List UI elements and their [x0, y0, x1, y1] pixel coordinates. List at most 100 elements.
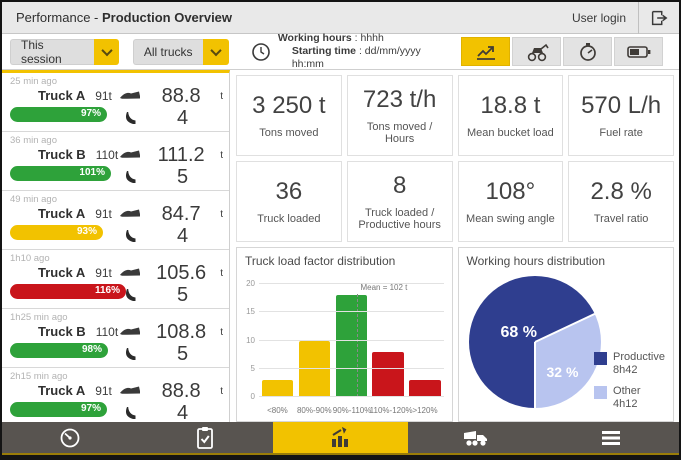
kpi-value: 723 t/h [362, 86, 437, 113]
truck-list-item[interactable]: 49 min ago Truck A 91t 93% 84.7 t 4 [2, 191, 229, 250]
menu-icon [600, 429, 622, 447]
y-tick-label: 10 [246, 335, 255, 345]
kpi-label: Mean bucket load [466, 127, 554, 139]
truck-load-bar: 116% [10, 284, 126, 299]
bucket-icon [118, 111, 142, 126]
session-dropdown-button[interactable] [94, 38, 119, 65]
legend-label: Productive 8h42 [613, 351, 665, 376]
kpi-card: 570 L/h Fuel rate [568, 75, 674, 156]
session-dropdown[interactable]: This session [10, 38, 119, 66]
mean-line [356, 294, 358, 397]
truck-capacity: 91t [95, 88, 112, 103]
bucket-icon [118, 229, 142, 244]
truck-load-percent: 97% [80, 108, 101, 119]
truck-load-percent: 116% [94, 285, 120, 296]
kpi-card: 108° Mean swing angle [457, 161, 564, 242]
truck-time-ago: 49 min ago [10, 194, 58, 205]
gridline [259, 396, 444, 397]
x-tick-label: >120% [412, 406, 438, 415]
bucket-count: 5 [176, 342, 189, 365]
bucket-count: 5 [176, 283, 189, 306]
truck-name: Truck A [38, 88, 86, 103]
kpi-value: 108° [485, 178, 536, 205]
truck-list-item[interactable]: 1h10 ago Truck A 91t 116% 105.6 t 5 [2, 250, 229, 309]
nav-tab-checklist[interactable] [137, 422, 272, 453]
truck-time-ago: 1h10 ago [10, 253, 50, 264]
x-tick-label: 110%-120% [369, 406, 413, 415]
y-tick-label: 15 [246, 307, 255, 317]
excavator-view-button[interactable] [512, 37, 561, 66]
truck-load-unit: t [220, 326, 223, 338]
bucket-icon [118, 170, 142, 185]
truck-load-unit: t [220, 208, 223, 220]
truck-load-bar: 97% [10, 107, 107, 122]
bar [409, 380, 441, 397]
truck-load-percent: 98% [81, 344, 102, 355]
truck-load-value: 88.8 [161, 379, 201, 402]
truck-load-bar: 101% [10, 166, 111, 181]
nav-tab-menu[interactable] [544, 422, 679, 453]
truck-list: 25 min ago Truck A 91t 97% 88.8 t 4 [2, 70, 230, 422]
kpi-value: 3 250 t [252, 92, 326, 119]
truck-capacity: 110t [95, 324, 119, 339]
starting-time-line: Starting time : dd/mm/yyyy hh:mm [291, 45, 421, 70]
stopwatch-icon [578, 42, 598, 62]
haul-truck-icon [118, 149, 142, 161]
y-tick-label: 0 [250, 392, 255, 401]
filter-bar: This session All trucks Working hours : … [2, 32, 679, 70]
trucks-dropdown-value: All trucks [132, 38, 203, 65]
truck-list-item[interactable]: 25 min ago Truck A 91t 97% 88.8 t 4 [2, 73, 229, 132]
truck-load-value: 105.6 [156, 261, 207, 284]
kpi-value: 36 [275, 178, 303, 205]
nav-tab-trucks[interactable] [408, 422, 543, 453]
x-tick-label: 80%-90% [296, 406, 332, 415]
bucket-count: 4 [176, 106, 189, 129]
truck-list-item[interactable]: 36 min ago Truck B 110t 101% 111.2 t 5 [2, 132, 229, 191]
dump-truck-icon [462, 427, 490, 449]
session-dropdown-value: This session [10, 38, 95, 66]
truck-load-value: 88.8 [161, 84, 201, 107]
checklist-icon [195, 426, 215, 450]
truck-load-factor-chart: Truck load factor distribution Mean = 10… [236, 247, 453, 422]
truck-time-ago: 2h15 min ago [10, 371, 68, 382]
truck-list-item[interactable]: 2h15 min ago Truck A 91t 97% 88.8 t 4 [2, 368, 229, 422]
truck-load-unit: t [220, 385, 223, 397]
excavator-icon [524, 42, 550, 62]
kpi-label: Truck loaded [257, 213, 321, 225]
haul-truck-icon [118, 90, 142, 102]
truck-list-item[interactable]: 1h25 min ago Truck B 110t 98% 108.8 t 5 [2, 309, 229, 368]
kpi-card: 2.8 % Travel ratio [568, 161, 674, 242]
trucks-dropdown[interactable]: All trucks [132, 38, 229, 65]
kpi-label: Mean swing angle [466, 213, 555, 225]
bucket-count: 4 [176, 401, 189, 423]
user-login-button[interactable]: User login [571, 10, 626, 25]
truck-name: Truck A [38, 206, 86, 221]
legend-swatch [594, 352, 608, 365]
gridline [259, 283, 444, 284]
page-title: Performance - Production Overview [16, 10, 233, 25]
kpi-card: 8 Truck loaded / Productive hours [346, 161, 453, 242]
bucket-count: 4 [176, 224, 189, 247]
bucket-icon [118, 347, 142, 362]
bar [261, 380, 294, 397]
legend-label: Other 4h12 [613, 385, 641, 410]
truck-load-percent: 93% [76, 226, 97, 237]
battery-view-button[interactable] [614, 37, 663, 66]
line-chart-view-button[interactable] [461, 37, 510, 66]
chevron-down-icon [210, 44, 222, 56]
truck-capacity: 110t [95, 147, 119, 162]
truck-load-percent: 97% [80, 403, 101, 414]
kpi-label: Fuel rate [599, 127, 643, 139]
working-hours-chart: Working hours distribution 68 % 32 % Pro… [457, 247, 674, 422]
logout-button[interactable] [638, 2, 679, 34]
bar-slot [409, 284, 441, 397]
y-tick-label: 5 [250, 363, 255, 373]
trucks-dropdown-button[interactable] [202, 38, 229, 65]
haul-truck-icon [118, 385, 142, 397]
stopwatch-view-button[interactable] [563, 37, 612, 66]
truck-capacity: 91t [95, 383, 112, 398]
kpi-label: Tons moved [259, 127, 319, 139]
nav-tab-dashboard[interactable] [2, 422, 137, 453]
nav-tab-performance[interactable] [272, 422, 409, 453]
